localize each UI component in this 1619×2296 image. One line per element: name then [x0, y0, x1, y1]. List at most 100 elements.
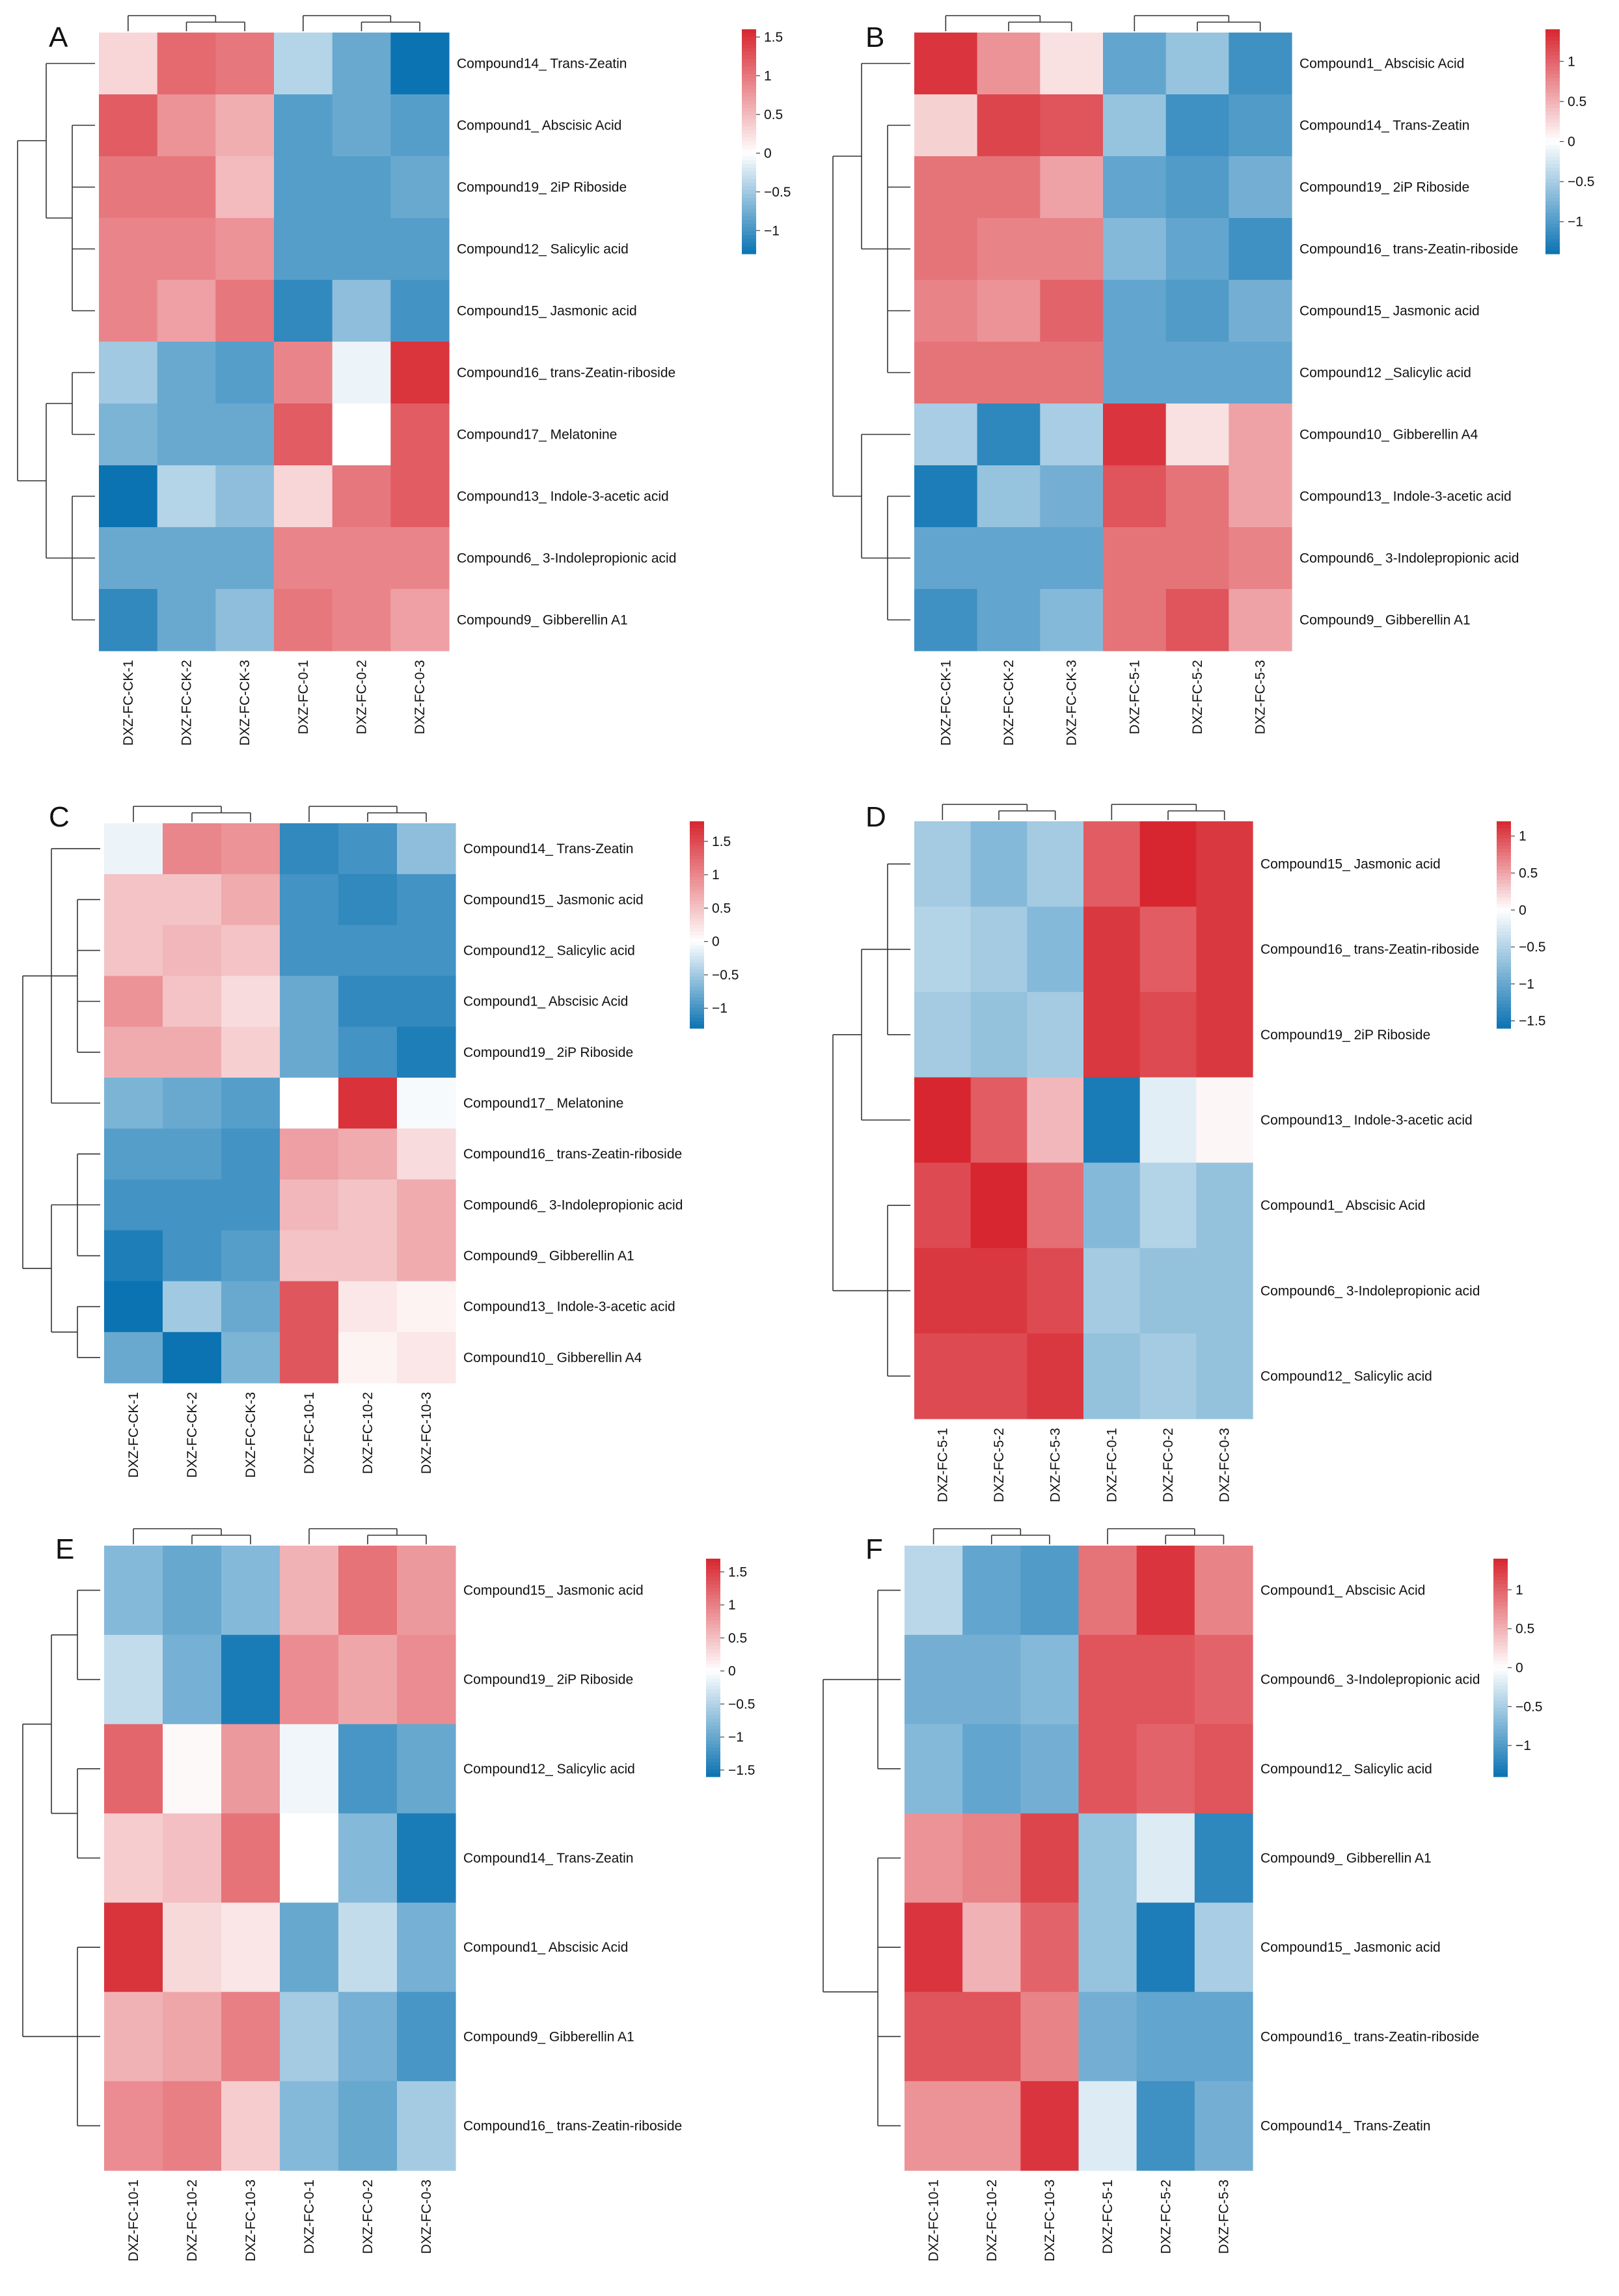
row-label: Compound12_ Salicylic acid [463, 1762, 635, 1777]
legend-swatch [706, 1671, 720, 1676]
heatmap-cell [274, 156, 333, 219]
row-label: Compound15_ Jasmonic acid [1260, 1940, 1441, 1955]
legend-swatch [1497, 859, 1511, 864]
heatmap-cell [1229, 156, 1292, 219]
heatmap-cell [1083, 1333, 1141, 1419]
heatmap-cell [1027, 1077, 1084, 1164]
legend-swatch [742, 224, 756, 228]
heatmap-cell [99, 589, 158, 651]
heatmap-cell [1229, 33, 1292, 95]
heatmap-cell [338, 1128, 398, 1180]
legend-swatch [1545, 77, 1560, 83]
legend-swatch [706, 1682, 720, 1687]
legend-swatch [1497, 935, 1511, 939]
row-label: Compound13_ Indole-3-acetic acid [463, 1300, 675, 1315]
heatmap-cell [157, 33, 216, 95]
heatmap-cell [397, 1991, 456, 2082]
legend-swatch [690, 907, 704, 912]
heatmap-cell [215, 280, 275, 342]
legend-swatch [1497, 969, 1511, 974]
heatmap-cell [221, 1077, 280, 1129]
legend-swatch [690, 904, 704, 909]
row-label: Compound15_ Jasmonic acid [1299, 304, 1480, 319]
heatmap-cell [104, 1230, 163, 1282]
row-label: Compound1_ Abscisic Acid [457, 118, 621, 133]
panel-label: F [865, 1533, 883, 1565]
row-label: Compound14_ Trans-Zeatin [1299, 118, 1470, 133]
column-label: DXZ-FC-10-1 [927, 2180, 942, 2262]
heatmap-cell [163, 1546, 222, 1635]
legend-swatch [1497, 983, 1511, 987]
heatmap-cell [397, 1281, 456, 1333]
heatmap-cell [99, 403, 158, 466]
legend-swatch [1545, 104, 1560, 109]
heatmap-cell [274, 33, 333, 95]
row-label: Compound14_ Trans-Zeatin [463, 1851, 634, 1866]
heatmap-cell [215, 156, 275, 219]
legend-swatch [690, 890, 704, 894]
legend-swatch [742, 44, 756, 49]
legend-tick-label: 0.5 [728, 1631, 747, 1646]
legend-swatch [690, 952, 704, 957]
legend-swatch [1493, 1704, 1508, 1708]
heatmap-cell [397, 1813, 456, 1904]
legend-swatch [690, 897, 704, 901]
heatmap-cell [1020, 2081, 1080, 2171]
heatmap-cell [1078, 1635, 1137, 1725]
legend-swatch [1545, 141, 1560, 146]
legend-swatch [1545, 36, 1560, 41]
legend-swatch [706, 1642, 720, 1647]
legend-swatch [742, 122, 756, 128]
legend-swatch [690, 973, 704, 977]
legend-swatch [1545, 92, 1560, 98]
legend-swatch [1545, 227, 1560, 232]
column-label: DXZ-FC-CK-2 [1001, 660, 1016, 746]
heatmap-cell [338, 1281, 398, 1333]
legend-swatch [742, 62, 756, 68]
heatmap-cell [338, 1332, 398, 1384]
legend-swatch [1497, 1011, 1511, 1015]
legend-tick-label: 1 [1516, 1583, 1523, 1598]
legend-swatch [1493, 1736, 1508, 1741]
heatmap-cell [1196, 821, 1253, 907]
heatmap-cell [1083, 1162, 1141, 1249]
legend-swatch [690, 942, 704, 946]
legend-swatch [1497, 925, 1511, 929]
legend-swatch [1545, 81, 1560, 86]
heatmap-cell [99, 280, 158, 342]
row-label: Compound12_ Salicylic acid [463, 944, 635, 959]
legend-swatch [1493, 1660, 1508, 1665]
legend-swatch [1493, 1594, 1508, 1600]
legend-swatch [1545, 122, 1560, 128]
legend-tick-label: 0.5 [1568, 94, 1586, 109]
legend-swatch [742, 36, 756, 41]
heatmap-cell [962, 1902, 1021, 1993]
heatmap-cell [1103, 94, 1167, 157]
heatmap-cell [914, 1248, 972, 1334]
legend-swatch [1493, 1566, 1508, 1570]
legend-swatch [690, 883, 704, 888]
heatmap-cell [1040, 527, 1104, 590]
heatmap-cell [390, 342, 450, 404]
legend-swatch [1545, 250, 1560, 254]
legend-swatch [706, 1646, 720, 1650]
legend-swatch [1493, 1711, 1508, 1715]
heatmap-cell [1165, 33, 1229, 95]
legend-swatch [1497, 931, 1511, 936]
heatmap-cell [99, 342, 158, 404]
legend-swatch [1497, 862, 1511, 867]
heatmap-cell [397, 823, 456, 875]
legend-tick-label: 1 [712, 868, 720, 882]
legend-swatch [742, 130, 756, 135]
legend-swatch [690, 969, 704, 974]
legend-swatch [1493, 1718, 1508, 1723]
legend-tick-label: 0 [1519, 903, 1527, 918]
legend-swatch [690, 921, 704, 925]
heatmap-cell [280, 1332, 339, 1384]
legend-swatch [690, 945, 704, 950]
legend-swatch [1493, 1715, 1508, 1719]
heatmap-cell [914, 1162, 972, 1249]
row-label: Compound12 _Salicylic acid [1299, 366, 1471, 381]
legend-swatch [1493, 1725, 1508, 1730]
heatmap-cell [274, 218, 333, 280]
